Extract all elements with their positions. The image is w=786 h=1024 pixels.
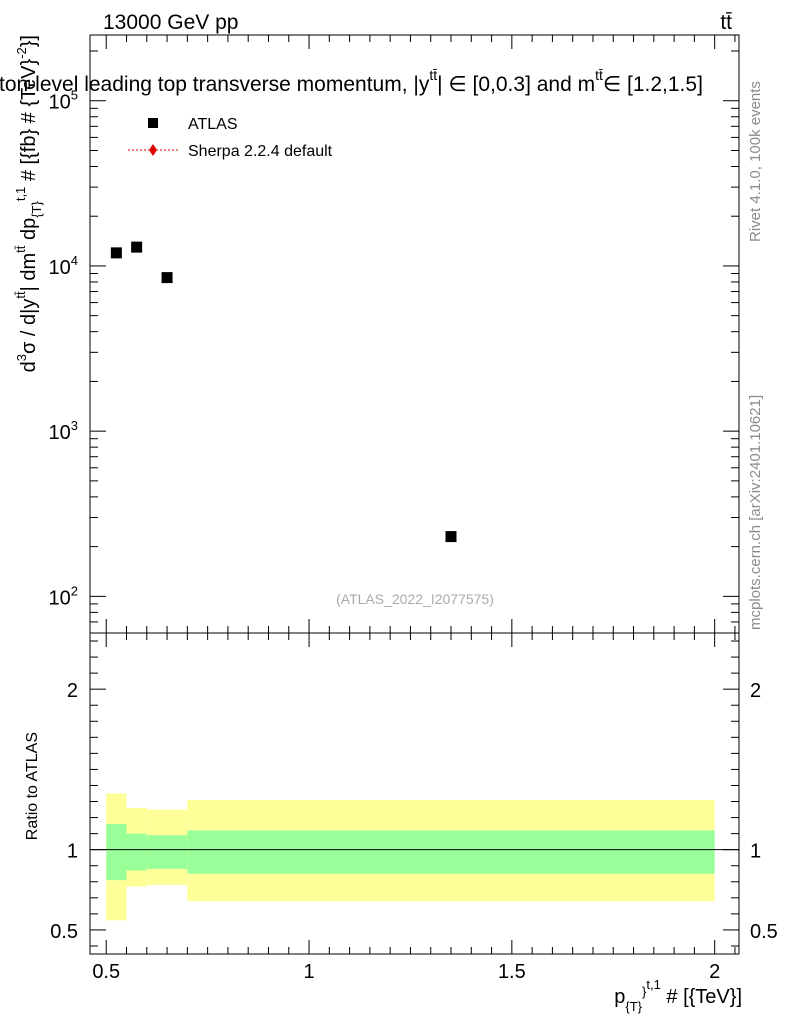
mcplots-label: mcplots.cern.ch [arXiv:2401.10621] — [747, 395, 764, 630]
x-tick-label: 1.5 — [498, 961, 526, 983]
x-tick-label: 2 — [709, 961, 720, 983]
ratio-y-tick-label-right: 0.5 — [750, 921, 778, 943]
main-y-tick-label: 103 — [49, 418, 78, 444]
legend-sherpa-label: Sherpa 2.2.4 default — [188, 143, 333, 160]
main-y-tick-label: 105 — [49, 88, 78, 114]
x-tick-label: 0.5 — [92, 961, 120, 983]
ratio-uncertainty-bands — [106, 793, 715, 921]
process-label: tt̄ — [720, 11, 732, 34]
x-axis-label: p{T}}t,1 # [{TeV}] — [614, 977, 742, 1014]
ratio-y-tick-label-right: 1 — [750, 841, 761, 863]
ratio-inner-band — [146, 835, 188, 869]
x-tick-label: 1 — [303, 961, 314, 983]
main-y-axis-label: d3σ / d|ytt̄| dmtt̄ dp{T}t,1 # [{fb} # {… — [13, 35, 44, 372]
legend-atlas-label: ATLAS — [188, 116, 238, 133]
ratio-inner-band — [126, 833, 147, 871]
ratio-y-tick-label-right: 2 — [750, 680, 761, 702]
atlas-data-point — [161, 272, 173, 284]
atlas-data-point — [131, 241, 143, 253]
x-tick-labels: 0.5 1 1.5 2 — [92, 961, 720, 983]
ratio-y-tick-labels: 0.5 0.5 1 1 2 2 — [50, 680, 778, 943]
main-y-tick-labels: 102 103 104 105 — [49, 88, 78, 610]
ratio-y-tick-label-left: 0.5 — [50, 921, 78, 943]
ratio-y-tick-label-left: 2 — [67, 680, 78, 702]
ratio-inner-band — [187, 830, 715, 874]
legend-sherpa-marker — [149, 144, 157, 156]
ratio-panel: 0.5 0.5 1 1 2 2 0.5 1 1.5 2 Ratio to ATLAS p{T}}… — [24, 632, 778, 1014]
ratio-axis-ticks — [90, 633, 739, 954]
ratio-y-axis-label: Ratio to ATLAS — [24, 732, 41, 840]
legend-atlas-marker — [148, 118, 158, 128]
atlas-data-point — [445, 531, 457, 543]
chart-title: rton-level leading top transverse moment… — [0, 67, 703, 96]
watermark: (ATLAS_2022_I2077575) — [336, 591, 494, 607]
legend: ATLAS Sherpa 2.2.4 default — [128, 116, 333, 160]
rivet-label: Rivet 4.1.0, 100k events — [747, 81, 764, 242]
ratio-plot-frame — [89, 632, 740, 955]
atlas-data-points — [110, 241, 457, 543]
energy-label: 13000 GeV pp — [103, 11, 238, 34]
main-y-tick-label: 102 — [49, 583, 78, 609]
atlas-data-point — [110, 247, 122, 259]
main-panel: 102 103 104 105 (ATLAS_2022_I2077575) ATLAS… — [0, 34, 740, 634]
ratio-inner-band — [106, 823, 127, 881]
main-axis-ticks — [90, 35, 739, 634]
ratio-y-tick-label-left: 1 — [67, 841, 78, 863]
main-y-tick-label: 104 — [49, 253, 78, 279]
